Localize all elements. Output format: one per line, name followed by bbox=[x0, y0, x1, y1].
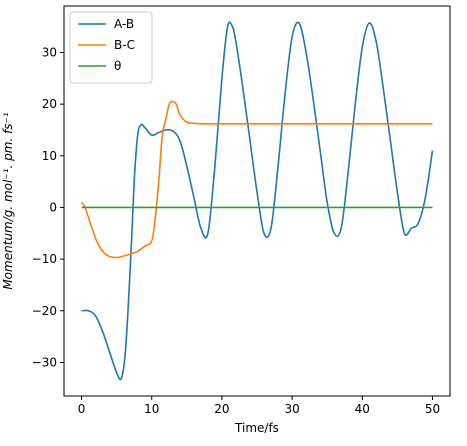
series-line-1 bbox=[80, 100, 433, 259]
y-tick-label: 0 bbox=[49, 200, 57, 214]
x-tick-label: 30 bbox=[284, 402, 299, 416]
legend-box bbox=[69, 11, 153, 84]
x-axis-label: Time/fs bbox=[234, 421, 279, 435]
y-axis-label: Momentum/g. mol⁻¹. pm. fs⁻¹ bbox=[1, 112, 15, 290]
y-tick-label: 20 bbox=[42, 97, 57, 111]
x-tick-label: 40 bbox=[355, 402, 370, 416]
x-tick-label: 0 bbox=[78, 402, 86, 416]
series-layer bbox=[80, 21, 434, 381]
x-tick-label: 20 bbox=[214, 402, 229, 416]
series-line-0 bbox=[81, 21, 434, 381]
legend-label-2: θ bbox=[114, 59, 121, 73]
plot-frame bbox=[63, 5, 451, 397]
x-tick-label: 50 bbox=[425, 402, 440, 416]
axes-layer: 0 10 20 30 40 50 −30 −20 −10 0 10 20 30 bbox=[32, 5, 451, 416]
y-tick-label: −10 bbox=[32, 252, 57, 266]
x-tick-label: 10 bbox=[144, 402, 159, 416]
y-tick-label: −20 bbox=[32, 304, 57, 318]
legend-label-0: A-B bbox=[114, 17, 134, 31]
legend-label-1: B-C bbox=[114, 38, 135, 52]
legend: A-B B-C θ bbox=[69, 11, 153, 84]
y-tick-label: 10 bbox=[42, 149, 57, 163]
y-tick-label: −30 bbox=[32, 355, 57, 369]
y-tick-label: 30 bbox=[42, 45, 57, 59]
